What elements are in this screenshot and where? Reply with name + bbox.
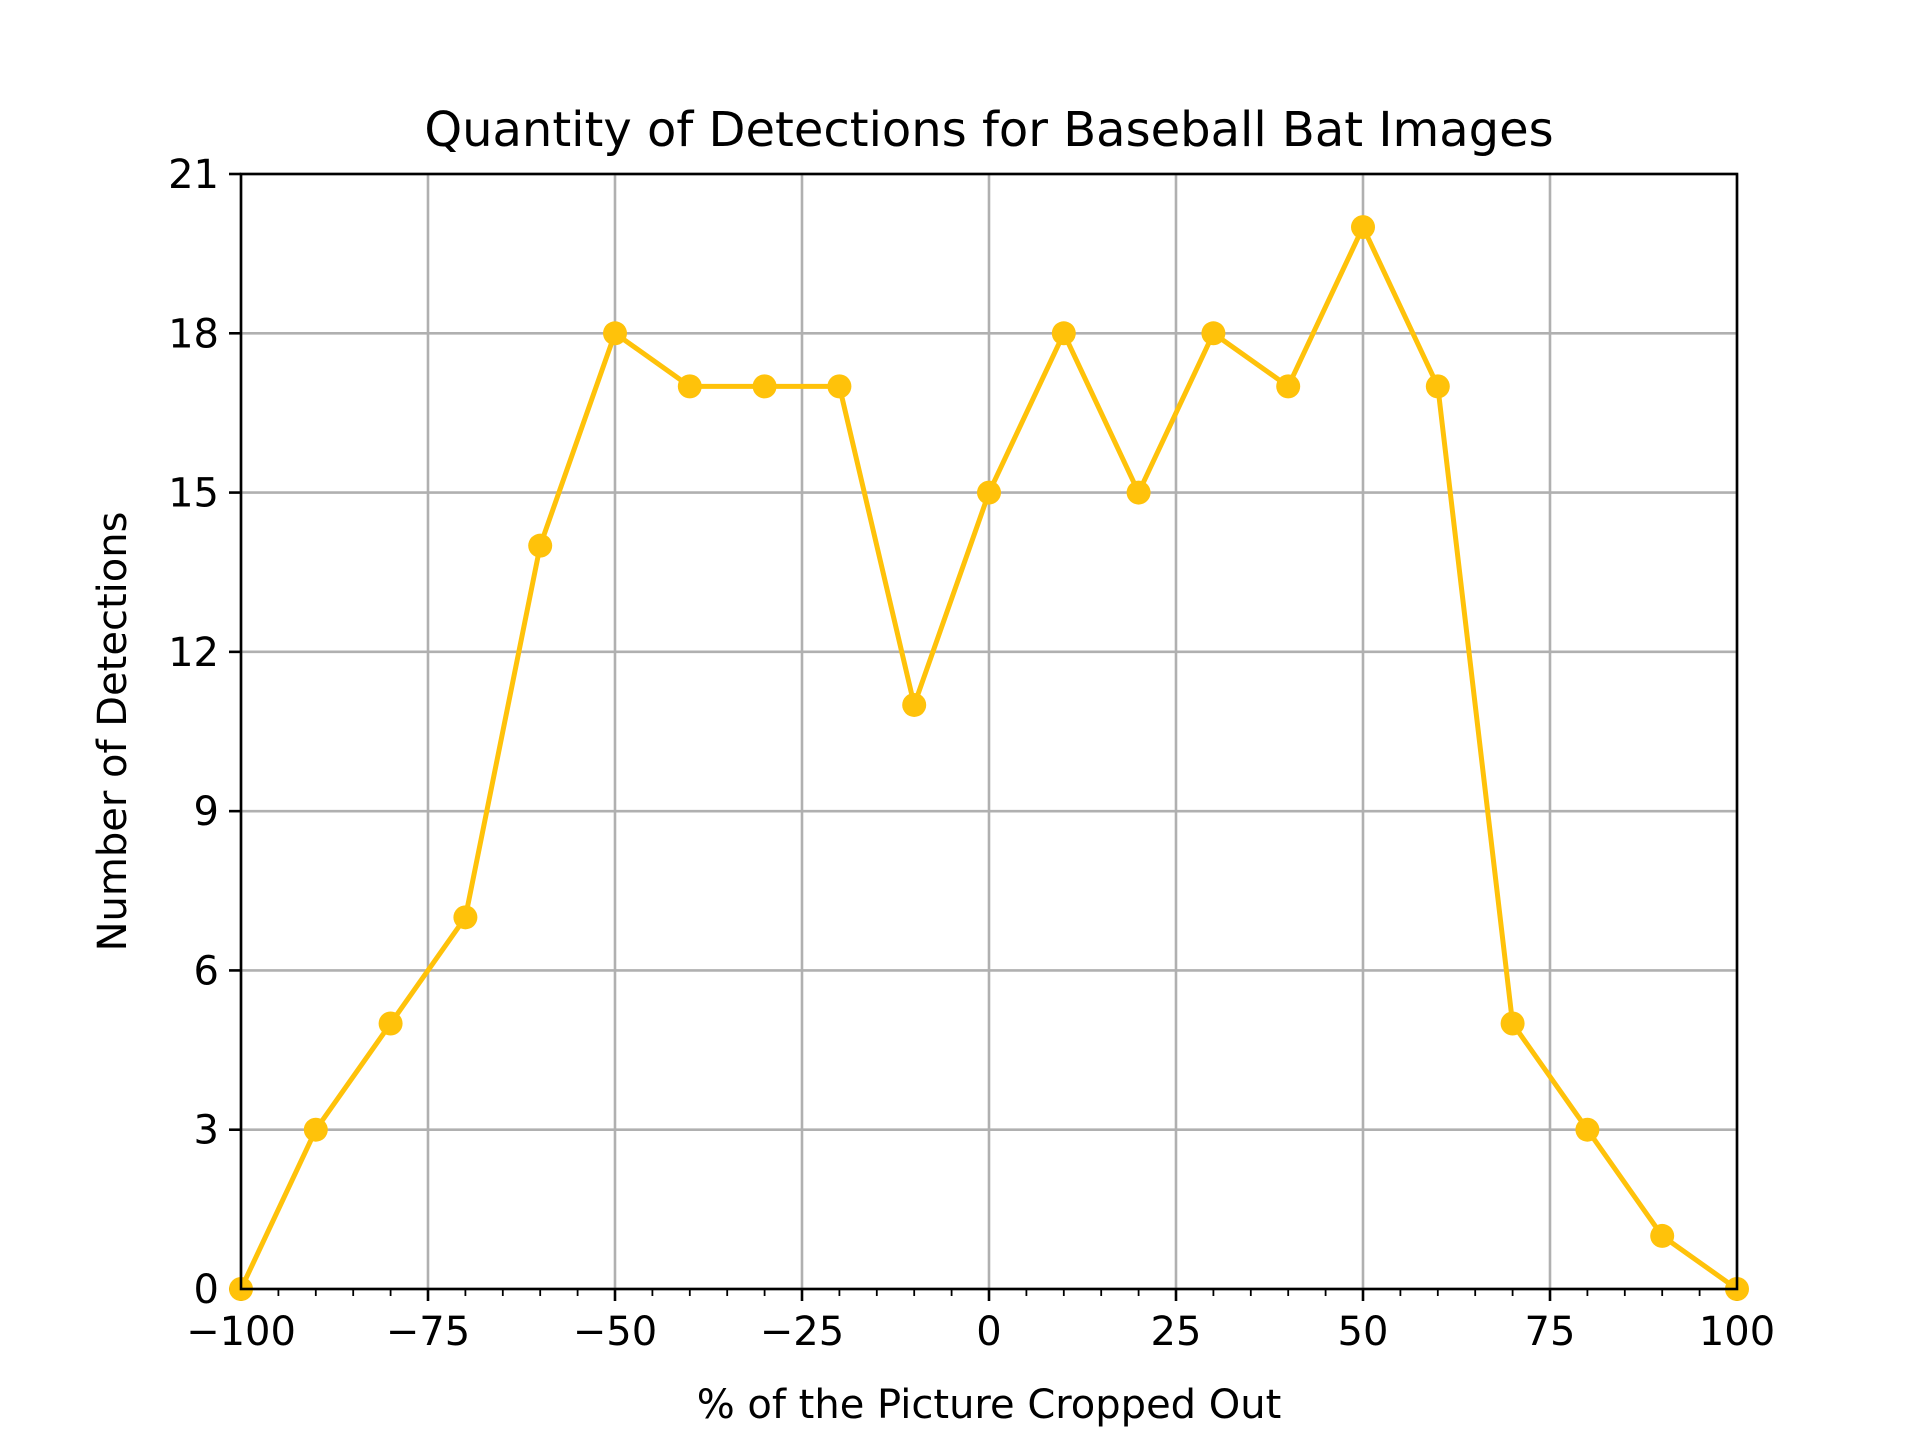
series-layer (229, 215, 1749, 1301)
data-point (1575, 1117, 1600, 1142)
x-tick-label: 25 (1151, 1309, 1202, 1355)
y-tick-label: 18 (168, 311, 219, 357)
x-tick-label: 50 (1338, 1309, 1389, 1355)
x-tick-label: −100 (186, 1309, 296, 1355)
y-tick-label: 3 (194, 1108, 219, 1154)
x-axis-label: % of the Picture Cropped Out (697, 1382, 1282, 1428)
data-point (977, 480, 1001, 505)
axes-frame (239, 172, 1739, 1291)
axis-ticks: −100 −75 −50 −25 0 25 50 75 100 0 3 6 9 12 15 18 21 (168, 152, 1775, 1355)
minor-ticks (277, 1289, 1701, 1296)
y-tick-label: 12 (168, 630, 219, 676)
data-point (603, 321, 627, 346)
data-point (1276, 374, 1301, 399)
data-point (1126, 480, 1151, 505)
x-tick-label: −75 (386, 1309, 470, 1355)
data-point (378, 1011, 403, 1036)
data-point (1650, 1223, 1675, 1248)
data-point (1425, 374, 1450, 399)
data-point (677, 374, 702, 399)
data-point (528, 533, 553, 558)
x-tick-label: 100 (1699, 1309, 1775, 1355)
data-point (1051, 321, 1076, 346)
data-point (902, 692, 927, 717)
data-point (827, 374, 852, 399)
y-axis-label: Number of Detections (90, 512, 136, 952)
y-tick-label: 21 (168, 152, 219, 198)
data-point (1351, 215, 1375, 240)
y-tick-label: 0 (194, 1267, 219, 1313)
y-tick-label: 15 (168, 471, 219, 517)
x-tick-label: −50 (573, 1309, 657, 1355)
x-tick-label: 75 (1525, 1309, 1576, 1355)
data-point (752, 374, 777, 399)
data-point (1201, 321, 1226, 346)
chart-title: Quantity of Detections for Baseball Bat … (424, 102, 1553, 158)
data-point (1500, 1011, 1525, 1036)
data-point (453, 905, 478, 930)
y-tick-label: 6 (194, 948, 219, 994)
grid (239, 172, 1739, 1291)
x-tick-label: 0 (976, 1309, 1001, 1355)
y-tick-label: 9 (194, 789, 219, 835)
x-tick-label: −25 (760, 1309, 844, 1355)
data-point (303, 1117, 328, 1142)
